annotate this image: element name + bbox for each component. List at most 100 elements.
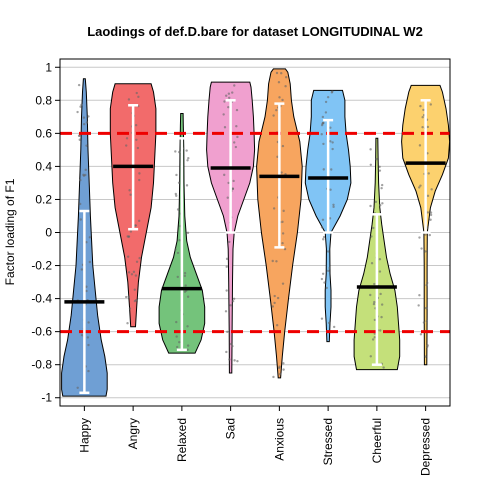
data-point [126, 235, 129, 238]
data-point [231, 91, 234, 94]
data-point [129, 230, 133, 233]
y-axis-label: Factor loading of F1 [3, 178, 17, 285]
data-point [78, 202, 82, 206]
data-point [78, 134, 81, 137]
data-point [426, 226, 429, 229]
data-point [77, 83, 81, 87]
data-point [322, 235, 326, 239]
data-point [235, 124, 238, 128]
data-point [426, 194, 430, 198]
y-tick-label: -1 [41, 391, 52, 405]
data-point [138, 172, 141, 175]
data-point [134, 274, 138, 277]
data-point [421, 125, 424, 129]
data-point [322, 142, 325, 146]
data-point [175, 194, 178, 197]
data-point [231, 344, 234, 348]
y-tick-label: 0 [45, 226, 52, 240]
data-point [418, 236, 421, 239]
data-point [134, 298, 138, 302]
data-point [226, 330, 229, 334]
data-point [273, 301, 276, 305]
data-point [135, 138, 138, 141]
data-point [134, 123, 138, 127]
data-point [328, 266, 331, 270]
data-point [427, 172, 430, 175]
data-point [322, 168, 325, 171]
data-point [378, 258, 382, 261]
data-point [283, 247, 287, 251]
axes: -1 -0.8 -0.6 -0.4 -0.2 0 0.2 0.4 0.6 0.8 1 Happy Ang… [31, 60, 432, 476]
y-tick-label: -0.4 [31, 292, 52, 306]
data-point [373, 300, 376, 304]
data-point [223, 100, 226, 103]
data-point [178, 150, 181, 154]
data-point [186, 344, 190, 347]
data-point [380, 186, 383, 190]
data-point [417, 304, 420, 307]
data-point [332, 325, 336, 329]
data-point [424, 233, 427, 236]
data-point [231, 299, 235, 303]
data-point [88, 236, 92, 239]
data-point [370, 235, 373, 238]
data-point [275, 108, 278, 112]
data-point [379, 329, 382, 332]
data-point [82, 173, 85, 177]
data-point [227, 105, 230, 109]
data-point [281, 242, 284, 245]
data-point [380, 183, 384, 187]
data-point [232, 179, 235, 183]
data-point [381, 202, 384, 205]
data-point [369, 204, 372, 208]
data-point [379, 203, 382, 207]
data-point [87, 321, 90, 324]
data-point [222, 113, 225, 116]
data-point [421, 116, 424, 119]
data-point [418, 144, 422, 147]
data-point [233, 84, 236, 87]
data-point [425, 281, 429, 285]
data-point [281, 144, 285, 148]
data-point [275, 71, 279, 75]
data-point [183, 274, 187, 278]
chart-title: Laodings of def.D.bare for dataset LONGI… [87, 24, 423, 39]
data-point [271, 259, 274, 263]
x-tick-label: Sad [224, 418, 238, 439]
data-point [369, 293, 372, 297]
data-point [178, 239, 181, 242]
x-tick-label: Depressed [419, 418, 433, 476]
data-point [177, 181, 181, 184]
data-point [82, 116, 86, 119]
data-point [184, 284, 187, 287]
data-point [134, 224, 137, 227]
data-point [323, 281, 326, 284]
data-point [185, 184, 189, 187]
data-point [87, 115, 90, 118]
y-tick-label: 0.6 [35, 126, 52, 140]
data-point [183, 271, 187, 275]
data-point [369, 148, 372, 151]
data-point [330, 168, 333, 171]
data-point [325, 286, 328, 290]
data-point [372, 302, 376, 306]
y-tick-label: 1 [45, 60, 52, 74]
data-point [281, 232, 285, 235]
data-point [125, 137, 129, 140]
data-point [80, 333, 84, 337]
data-point [130, 273, 134, 276]
data-point [227, 96, 231, 99]
data-point [126, 322, 129, 325]
data-point [331, 147, 334, 151]
data-point [326, 250, 330, 253]
data-point [279, 372, 282, 376]
data-point [284, 76, 288, 79]
data-point [235, 108, 239, 112]
x-tick-label: Stressed [321, 418, 335, 465]
data-point [331, 141, 334, 144]
data-point [419, 104, 422, 108]
data-point [329, 140, 332, 143]
plot-frame [59, 58, 451, 407]
data-point [373, 318, 377, 322]
data-point [228, 358, 231, 361]
